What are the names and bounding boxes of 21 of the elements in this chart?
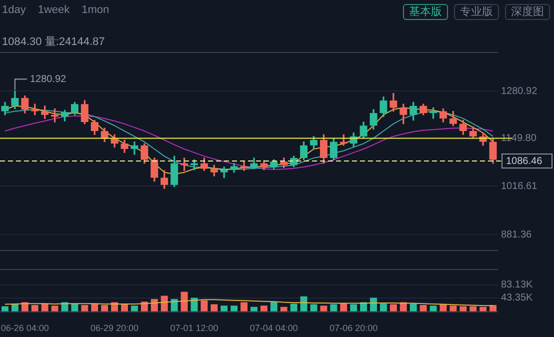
text: 1mon: [82, 4, 110, 16]
text: 专业版: [454, 4, 499, 20]
text: 基本版: [403, 4, 448, 20]
text: 1084.30 量:24144.87: [2, 35, 105, 49]
annotation: 1280.92: [30, 74, 67, 85]
y-tick-label: 881.36: [501, 229, 532, 240]
ref-line-label: 1086.46: [506, 156, 543, 167]
text: 1day: [2, 4, 26, 16]
x-tick-label: 06-26 04:00: [0, 323, 49, 334]
y-tick-label: 1016.61: [501, 180, 538, 192]
x-tick-label: 06-29 20:00: [90, 323, 139, 334]
y-tick-label: 43.35K: [501, 292, 534, 304]
x-tick-label: 07-06 20:00: [330, 323, 378, 334]
y-tick-label: 1149.80: [501, 133, 537, 144]
x-tick-label: 07-01 12:00: [170, 323, 218, 334]
candlestick: [210, 164, 218, 176]
text: 深度图: [505, 4, 550, 20]
x-tick-label: 07-04 04:00: [250, 323, 298, 334]
y-tick-label: 83.13K: [501, 280, 534, 291]
y-tick-label: 1280.92: [501, 86, 538, 97]
text: 1week: [38, 4, 70, 16]
